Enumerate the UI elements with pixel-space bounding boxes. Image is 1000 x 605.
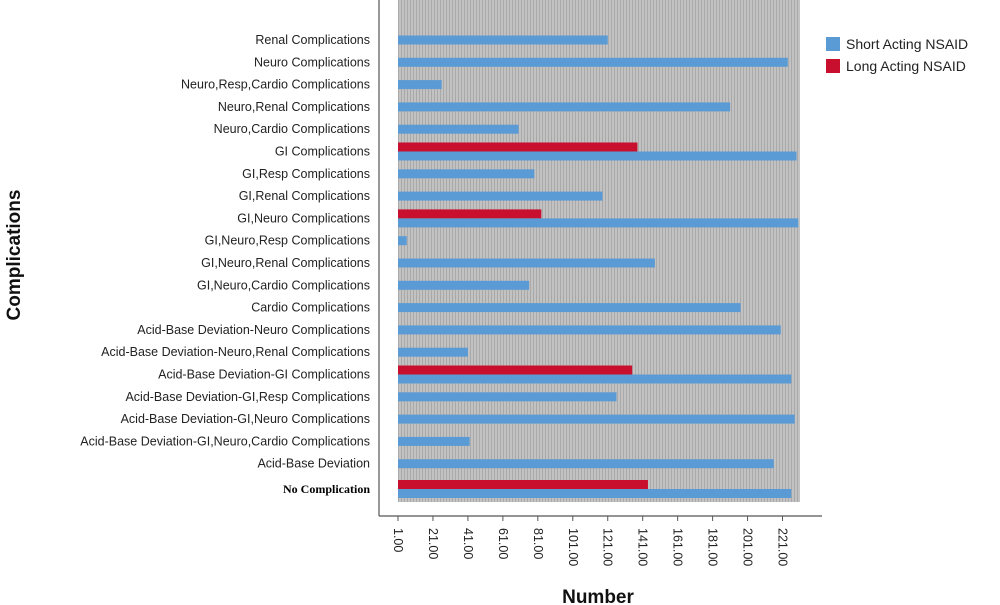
category-label: No Complication bbox=[283, 482, 370, 496]
x-tick-label: 121.00 bbox=[601, 528, 615, 566]
legend-label: Long Acting NSAID bbox=[846, 58, 966, 74]
category-labels: Renal Complications Neuro Complications Ne… bbox=[80, 33, 370, 496]
category-label: GI,Neuro,Cardio Complications bbox=[197, 278, 370, 292]
bar-long-acting bbox=[398, 142, 638, 152]
x-axis-ticks: 1.00 21.00 41.00 61.00 81.00 101.00 121.00 141.… bbox=[391, 516, 790, 566]
bar-short-acting bbox=[398, 218, 799, 228]
bar-short-acting bbox=[398, 80, 442, 90]
bar-long-acting bbox=[398, 480, 648, 489]
plot-area bbox=[398, 0, 800, 502]
legend-swatch bbox=[826, 59, 840, 73]
bar-long-acting bbox=[398, 365, 633, 375]
bar-short-acting bbox=[398, 459, 774, 469]
x-tick-label: 161.00 bbox=[671, 528, 685, 566]
bar-short-acting bbox=[398, 169, 535, 179]
bar-short-acting bbox=[398, 414, 795, 424]
x-tick-label: 221.00 bbox=[776, 528, 790, 566]
bar-short-acting bbox=[398, 102, 731, 112]
category-label: GI,Resp Complications bbox=[242, 167, 370, 181]
x-tick-label: 141.00 bbox=[636, 528, 650, 566]
category-label: Neuro Complications bbox=[254, 55, 370, 69]
bar-short-acting bbox=[398, 280, 530, 290]
category-label: Acid-Base Deviation-GI,Neuro,Cardio Comp… bbox=[80, 434, 370, 448]
category-label: Acid-Base Deviation-GI Complications bbox=[158, 368, 370, 382]
y-axis-title: Complications bbox=[4, 190, 25, 321]
x-tick-label: 21.00 bbox=[426, 528, 440, 559]
legend-swatch bbox=[826, 37, 840, 51]
x-tick-label: 1.00 bbox=[391, 528, 405, 552]
bar-short-acting bbox=[398, 191, 603, 201]
x-tick-label: 201.00 bbox=[741, 528, 755, 566]
x-tick-label: 81.00 bbox=[531, 528, 545, 559]
x-tick-label: 41.00 bbox=[461, 528, 475, 559]
bar-short-acting bbox=[398, 124, 519, 134]
category-label: Renal Complications bbox=[255, 33, 370, 47]
bar-short-acting bbox=[398, 325, 781, 335]
bar-short-acting bbox=[398, 436, 470, 446]
category-label: GI Complications bbox=[275, 145, 370, 159]
category-label: GI,Renal Complications bbox=[239, 189, 370, 203]
x-tick-label: 101.00 bbox=[566, 528, 580, 566]
category-label: Acid-Base Deviation-GI,Neuro Complicatio… bbox=[121, 412, 370, 426]
bar-short-acting bbox=[398, 489, 792, 498]
category-label: Acid-Base Deviation-GI,Resp Complication… bbox=[125, 390, 370, 404]
category-label: Neuro,Cardio Complications bbox=[214, 122, 370, 136]
bar-short-acting bbox=[398, 374, 792, 384]
category-label: Cardio Complications bbox=[251, 301, 370, 315]
category-label: Acid-Base Deviation-Neuro,Renal Complica… bbox=[101, 345, 370, 359]
category-label: Neuro,Renal Complications bbox=[218, 100, 370, 114]
bar-short-acting bbox=[398, 303, 741, 313]
bar-long-acting bbox=[398, 209, 542, 219]
bar-short-acting bbox=[398, 236, 407, 246]
x-tick-label: 61.00 bbox=[496, 528, 510, 559]
legend: Short Acting NSAID Long Acting NSAID bbox=[826, 36, 968, 74]
bars-group bbox=[398, 35, 799, 498]
legend-label: Short Acting NSAID bbox=[846, 36, 968, 52]
category-label: GI,Neuro,Renal Complications bbox=[201, 256, 370, 270]
category-label: GI,Neuro,Resp Complications bbox=[205, 234, 370, 248]
bar-short-acting bbox=[398, 151, 797, 161]
bar-short-acting bbox=[398, 258, 655, 268]
x-axis-title: Number bbox=[562, 587, 634, 605]
x-tick-label: 181.00 bbox=[706, 528, 720, 566]
category-label: Acid-Base Deviation-Neuro Complications bbox=[137, 323, 370, 337]
category-label: Acid-Base Deviation bbox=[257, 457, 370, 471]
bar-short-acting bbox=[398, 392, 617, 402]
bar-short-acting bbox=[398, 57, 788, 67]
category-label: Neuro,Resp,Cardio Complications bbox=[181, 78, 370, 92]
bar-short-acting bbox=[398, 347, 468, 357]
category-label: GI,Neuro Complications bbox=[237, 211, 370, 225]
bar-short-acting bbox=[398, 35, 608, 45]
